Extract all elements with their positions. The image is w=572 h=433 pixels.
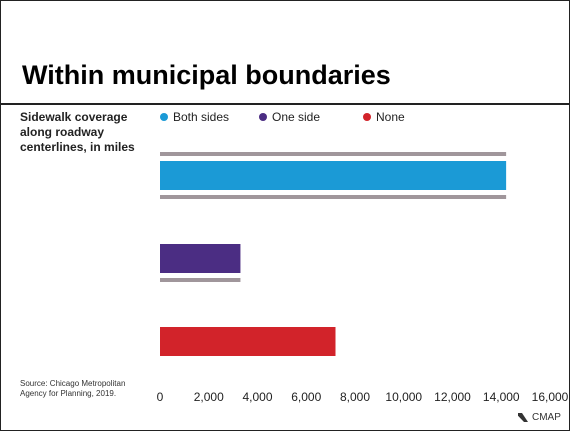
legend-label-one-side: One side [272, 110, 321, 124]
bar-one-side [160, 244, 241, 273]
reference-line-bottom-one-side [160, 278, 241, 282]
reference-line-bottom-both-sides [160, 195, 507, 199]
legend-item-both-sides: Both sides [160, 110, 229, 124]
x-tick-label: 16,000 [532, 390, 569, 404]
title-divider [0, 103, 570, 105]
x-tick-label: 8,000 [340, 390, 370, 404]
page-title: Within municipal boundaries [22, 60, 391, 90]
bar-both-sides [160, 161, 507, 190]
x-tick-label: 14,000 [483, 390, 520, 404]
legend-label-both-sides: Both sides [173, 110, 230, 124]
legend-item-none: None [363, 110, 405, 124]
cmap-logo-text: CMAP [532, 412, 561, 423]
x-tick-label: 6,000 [291, 390, 321, 404]
legend-label-none: None [376, 110, 405, 124]
legend-swatch-both-sides [160, 113, 168, 121]
cmap-logo-icon [518, 413, 528, 422]
x-tick-label: 0 [157, 390, 164, 404]
cmap-logo: CMAP [518, 412, 561, 423]
x-tick-label: 2,000 [194, 390, 224, 404]
legend-swatch-none [363, 113, 371, 121]
bar-none [160, 327, 336, 356]
legend-item-one-side: One side [259, 110, 320, 124]
chart-subtitle: Sidewalk coverage along roadway centerli… [20, 110, 135, 154]
legend-swatch-one-side [259, 113, 267, 121]
reference-line-top-both-sides [160, 152, 507, 156]
x-tick-label: 12,000 [434, 390, 471, 404]
x-tick-label: 4,000 [242, 390, 272, 404]
source-note: Source: Chicago Metropolitan Agency for … [20, 379, 126, 398]
x-tick-label: 10,000 [385, 390, 422, 404]
